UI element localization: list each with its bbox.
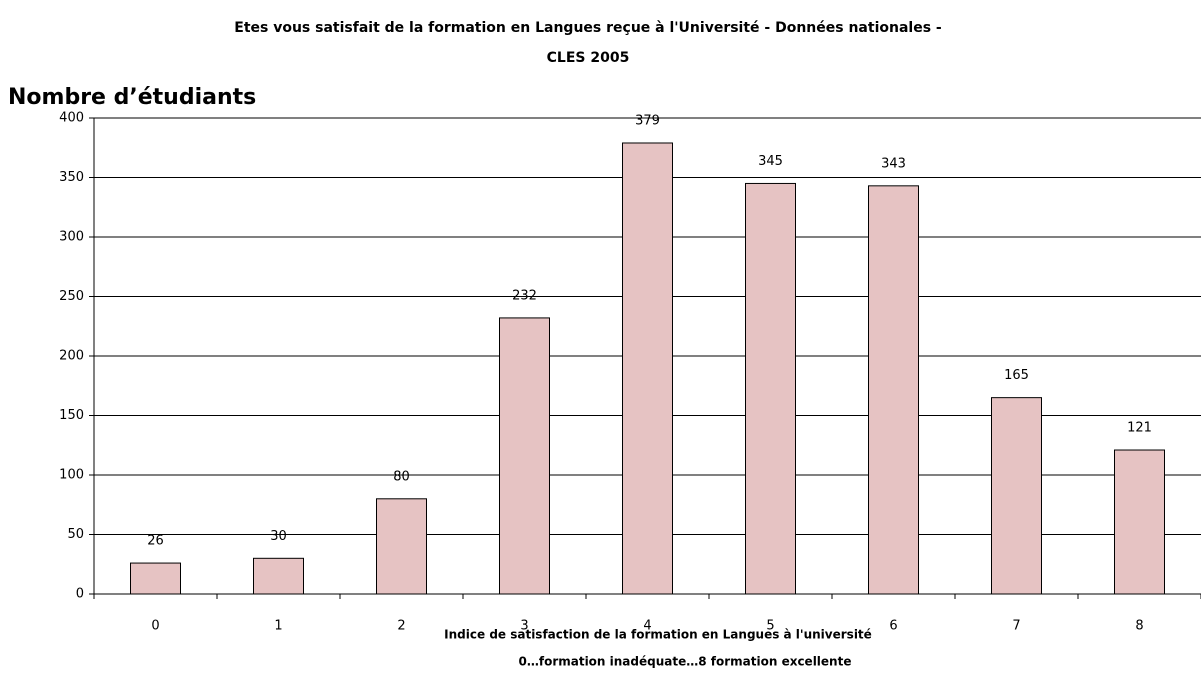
bar <box>376 498 427 595</box>
data-label: 121 <box>1127 421 1152 436</box>
x-tick-label: 1 <box>274 619 282 634</box>
data-label: 80 <box>393 469 410 484</box>
bar <box>868 185 919 595</box>
bar <box>253 557 304 595</box>
x-axis-label: 0…formation inadéquate…8 formation excel… <box>519 655 852 669</box>
y-tick-label: 400 <box>59 111 84 126</box>
bar <box>499 317 550 595</box>
x-tick-label: 3 <box>520 619 528 634</box>
y-axis-label: Nombre d’étudiants <box>8 85 256 110</box>
y-tick-label: 350 <box>59 170 84 185</box>
y-tick-label: 300 <box>59 230 84 245</box>
bar <box>991 397 1042 595</box>
bar <box>745 182 796 595</box>
bar <box>622 142 673 595</box>
data-label: 345 <box>758 154 783 169</box>
x-tick-label: 0 <box>151 619 159 634</box>
x-axis-label: Indice de satisfaction de la formation e… <box>444 628 872 642</box>
y-tick-label: 100 <box>59 468 84 483</box>
data-label: 26 <box>147 534 164 549</box>
y-tick-label: 0 <box>76 587 84 602</box>
y-tick-label: 200 <box>59 349 84 364</box>
chart-title: Etes vous satisfait de la formation en L… <box>234 20 942 36</box>
x-tick-label: 7 <box>1012 619 1020 634</box>
bar <box>130 562 181 595</box>
y-tick-label: 150 <box>59 408 84 423</box>
data-label: 165 <box>1004 368 1029 383</box>
x-tick-label: 2 <box>397 619 405 634</box>
x-tick-label: 4 <box>643 619 651 634</box>
chart-title: CLES 2005 <box>547 50 630 66</box>
x-tick-label: 5 <box>766 619 774 634</box>
bar <box>1114 449 1165 595</box>
y-tick-label: 250 <box>59 289 84 304</box>
data-label: 379 <box>635 113 660 128</box>
data-label: 30 <box>270 529 287 544</box>
x-tick-label: 6 <box>889 619 897 634</box>
x-tick-label: 8 <box>1135 619 1143 634</box>
data-label: 343 <box>881 156 906 171</box>
data-label: 232 <box>512 288 537 303</box>
y-tick-label: 50 <box>67 527 84 542</box>
